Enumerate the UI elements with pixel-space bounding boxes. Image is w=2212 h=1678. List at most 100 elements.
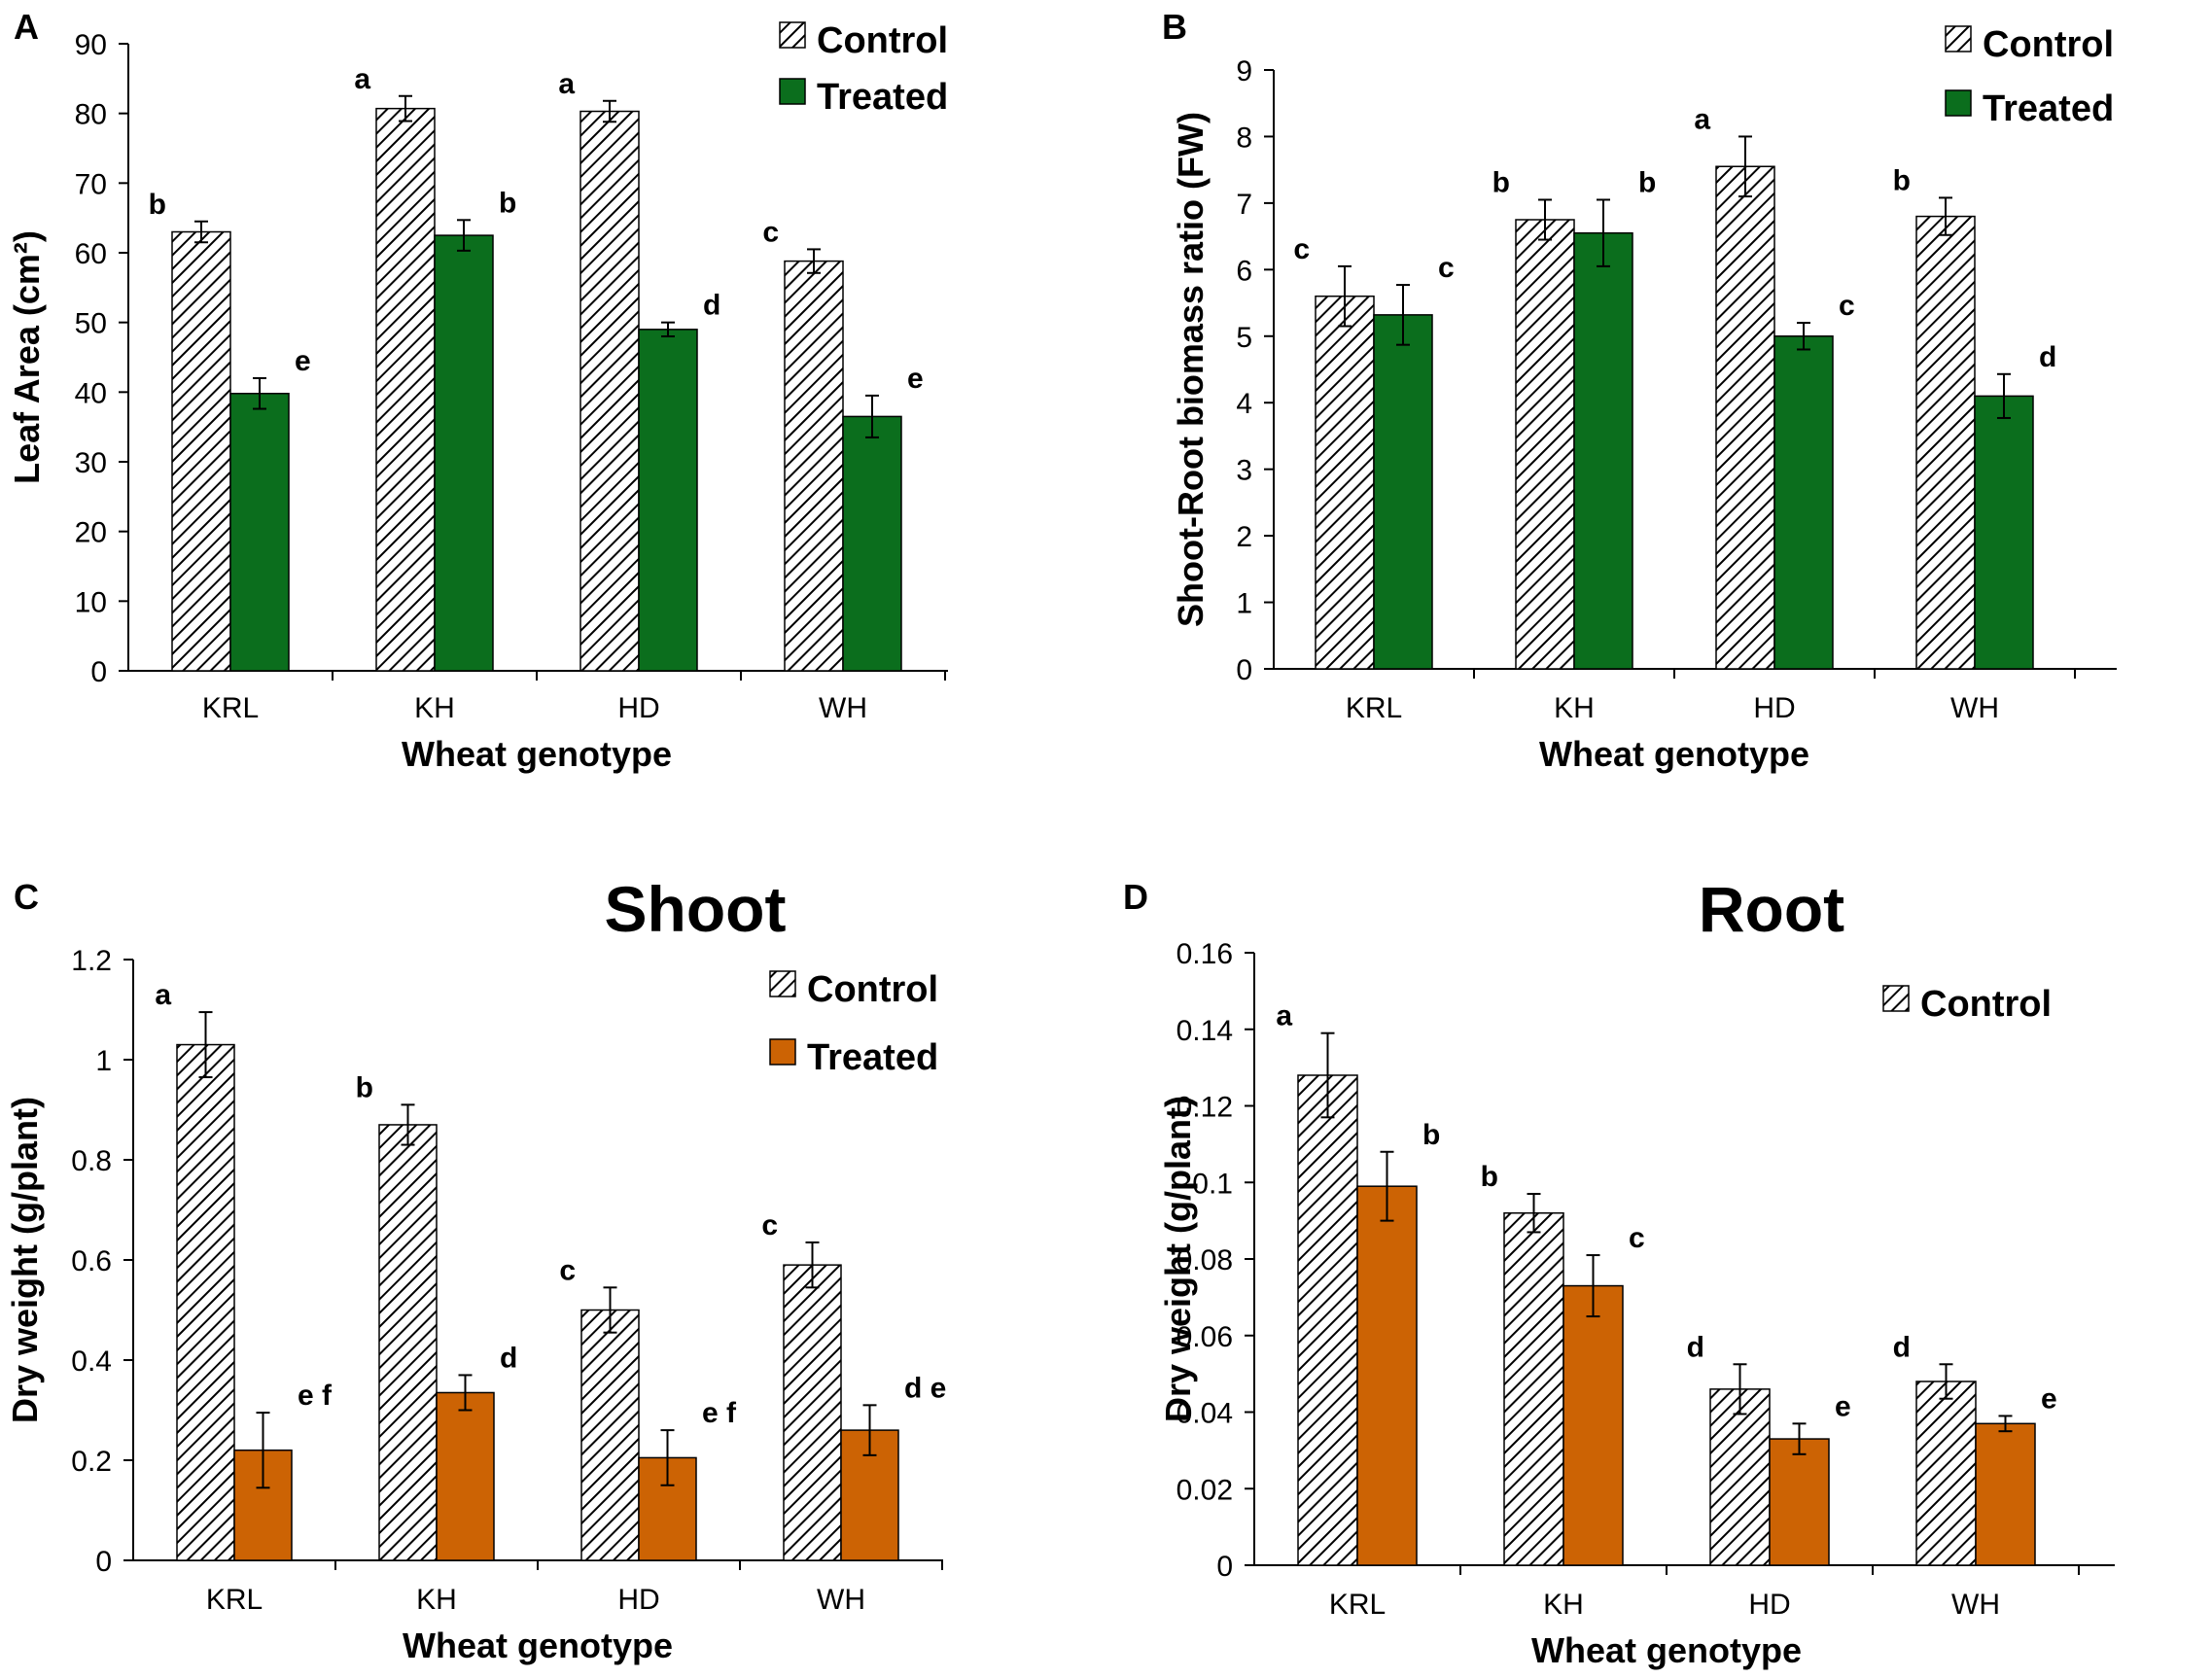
x-tick-label: WH xyxy=(819,692,867,724)
y-tick-label: 2 xyxy=(1236,521,1252,553)
legend-label: Treated xyxy=(1983,88,2114,129)
panel-label-a: A xyxy=(14,7,39,47)
significance-letter: c xyxy=(1438,252,1455,284)
control-bar xyxy=(1709,1388,1771,1566)
significance-letter: c xyxy=(761,1209,778,1241)
y-tick-label: 0.16 xyxy=(1176,938,1233,970)
legend-swatch-control xyxy=(1945,25,1972,52)
y-tick-label: 0.6 xyxy=(71,1245,112,1277)
y-tick-label: 5 xyxy=(1236,322,1252,354)
x-tick-label: KH xyxy=(1543,1589,1584,1621)
control-bar xyxy=(171,230,231,672)
treated-bar xyxy=(1373,314,1433,670)
significance-letter: c xyxy=(762,216,779,248)
y-axis-title: Dry weight (g/plant) xyxy=(5,1097,45,1423)
chart-title: Root xyxy=(1699,873,1844,945)
significance-letter: d xyxy=(1893,1331,1911,1363)
control-bar xyxy=(1315,295,1375,670)
control-bar xyxy=(1715,165,1775,670)
treated-bar xyxy=(434,234,494,672)
x-tick-label: KRL xyxy=(1346,692,1402,724)
control-bar xyxy=(1503,1212,1564,1566)
treated-bar xyxy=(638,329,698,672)
y-tick-label: 0.06 xyxy=(1176,1321,1233,1353)
y-tick-label: 0.12 xyxy=(1176,1092,1233,1124)
significance-letter: d xyxy=(2039,341,2056,373)
significance-letter: e xyxy=(295,345,311,377)
significance-letter: b xyxy=(1422,1119,1440,1151)
x-tick-label: HD xyxy=(617,1584,659,1616)
y-tick-label: 3 xyxy=(1236,455,1252,487)
y-tick-label: 4 xyxy=(1236,388,1252,420)
x-tick-label: WH xyxy=(817,1584,865,1616)
significance-letter: c xyxy=(1839,290,1855,322)
y-tick-label: 0.08 xyxy=(1176,1244,1233,1276)
significance-letter: a xyxy=(558,68,575,100)
treated-bar xyxy=(1562,1284,1624,1566)
significance-letter: e f xyxy=(298,1380,333,1412)
y-tick-label: 0.1 xyxy=(1192,1168,1233,1200)
y-tick-label: 7 xyxy=(1236,189,1252,221)
significance-letter: b xyxy=(499,187,516,219)
legend-swatch-treated xyxy=(769,1038,796,1066)
significance-letter: e xyxy=(907,363,924,395)
x-tick-label: KH xyxy=(1554,692,1595,724)
legend-label: Treated xyxy=(817,77,948,118)
y-tick-label: 90 xyxy=(75,29,107,61)
panel-label-c: C xyxy=(14,877,39,917)
control-bar xyxy=(1515,219,1575,670)
legend-swatch-control xyxy=(779,21,806,49)
legend-label: Treated xyxy=(807,1037,938,1078)
significance-letter: b xyxy=(149,189,166,221)
legend-label: Control xyxy=(807,969,938,1010)
y-tick-label: 60 xyxy=(75,238,107,270)
significance-letter: e f xyxy=(702,1397,737,1429)
legend-swatch-treated xyxy=(1945,89,1972,117)
y-tick-label: 1 xyxy=(1236,588,1252,620)
significance-letter: a xyxy=(155,979,171,1011)
y-axis-title: Dry weight (g/plant) xyxy=(1158,1096,1198,1422)
control-bar xyxy=(580,1309,640,1561)
significance-letter: b xyxy=(356,1071,373,1103)
x-tick-label: WH xyxy=(1951,1589,2000,1621)
x-tick-label: KRL xyxy=(202,692,259,724)
x-tick-label: HD xyxy=(617,692,659,724)
significance-letter: d xyxy=(500,1342,517,1374)
significance-letter: d xyxy=(1687,1331,1704,1363)
panel-a-chart: A Leaf Area (cm²) Wheat genotype 0 10 20 30… xyxy=(7,7,948,774)
treated-bar xyxy=(1974,395,2034,670)
significance-letter: a xyxy=(1694,103,1710,135)
significance-letter: d xyxy=(703,290,720,322)
legend-swatch-control xyxy=(769,970,796,997)
y-tick-label: 0.2 xyxy=(71,1446,112,1478)
control-bar xyxy=(784,260,844,672)
y-tick-label: 0 xyxy=(95,1546,112,1578)
x-axis-title: Wheat genotype xyxy=(402,734,672,774)
panel-d-chart: D Root Dry weight (g/plant) Wheat genoty… xyxy=(1123,873,2115,1670)
y-tick-label: 20 xyxy=(75,517,107,549)
legend-label: Control xyxy=(1983,24,2114,65)
control-bar xyxy=(1915,215,1976,670)
y-tick-label: 6 xyxy=(1236,255,1252,287)
legend-swatch-treated xyxy=(779,78,806,105)
y-tick-label: 10 xyxy=(75,586,107,618)
x-tick-label: KRL xyxy=(1329,1589,1386,1621)
significance-letter: a xyxy=(354,63,370,95)
significance-letter: b xyxy=(1638,166,1656,198)
significance-letter: a xyxy=(1276,1000,1292,1032)
x-tick-label: WH xyxy=(1950,692,1999,724)
y-tick-label: 40 xyxy=(75,377,107,409)
control-bar xyxy=(783,1264,842,1561)
y-tick-label: 0 xyxy=(90,656,107,688)
control-bar xyxy=(378,1124,438,1561)
panel-label-b: B xyxy=(1162,7,1187,47)
y-tick-label: 1.2 xyxy=(71,945,112,977)
y-tick-label: 50 xyxy=(75,308,107,340)
legend-label: Control xyxy=(817,20,948,61)
panel-b-chart: B Shoot-Root biomass ratio (FW) Wheat ge… xyxy=(1162,7,2117,774)
y-tick-label: 8 xyxy=(1236,122,1252,154)
y-tick-label: 0.14 xyxy=(1176,1015,1233,1047)
treated-bar xyxy=(1769,1438,1830,1566)
y-axis-title: Shoot-Root biomass ratio (FW) xyxy=(1171,112,1211,627)
treated-bar xyxy=(842,415,902,672)
